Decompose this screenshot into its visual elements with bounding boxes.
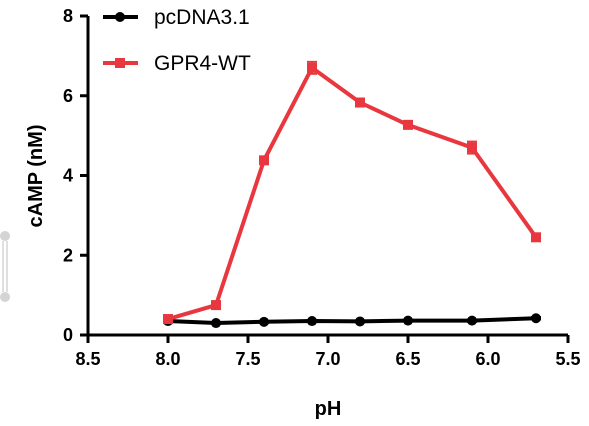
x-tick-label: 6.0: [475, 349, 500, 369]
data-point: [163, 314, 173, 325]
legend-label: GPR4-WT: [154, 52, 251, 75]
data-point: [467, 142, 477, 153]
x-tick-label: 8.5: [75, 349, 100, 369]
legend-item-0: pcDNA3.1: [103, 6, 250, 29]
x-tick-label: 6.5: [395, 349, 420, 369]
x-tick-label: 5.5: [555, 349, 580, 369]
data-point: [259, 316, 269, 327]
data-point: [307, 316, 317, 327]
y-tick-label: 4: [63, 166, 73, 186]
series-line: [166, 65, 538, 322]
data-point: [467, 315, 477, 326]
legend-label: pcDNA3.1: [154, 6, 250, 29]
scroll-handle-icon: [0, 231, 10, 302]
series-1: [163, 60, 541, 325]
data-point: [211, 300, 221, 311]
y-tick-label: 0: [63, 325, 73, 345]
y-tick-label: 6: [63, 86, 73, 106]
data-point: [531, 313, 541, 324]
data-point: [403, 119, 413, 130]
data-point: [307, 62, 317, 73]
y-tick-label: 8: [63, 6, 73, 26]
series-line: [166, 316, 538, 325]
data-point: [531, 232, 541, 243]
series-0: [163, 313, 541, 329]
y-axis-title: cAMP (nM): [25, 125, 47, 228]
legend-item-1: GPR4-WT: [103, 52, 251, 75]
x-tick-label: 8.0: [155, 349, 180, 369]
legend: pcDNA3.1 GPR4-WT: [103, 6, 251, 75]
series-layer: [163, 60, 541, 329]
x-tick-label: 7.0: [315, 349, 340, 369]
x-axis-title: pH: [315, 398, 342, 420]
data-point: [259, 155, 269, 166]
legend-marker: [115, 58, 125, 68]
data-point: [403, 315, 413, 326]
data-point: [355, 97, 365, 108]
legend-marker: [115, 12, 125, 22]
y-tick-label: 2: [63, 245, 73, 265]
data-point: [211, 318, 221, 329]
ticks: 8.5 8.0 7.5 7.0 6.5 6.0 5.5 0 2 4 6 8: [63, 6, 581, 369]
x-tick-label: 7.5: [235, 349, 260, 369]
data-point: [355, 316, 365, 327]
